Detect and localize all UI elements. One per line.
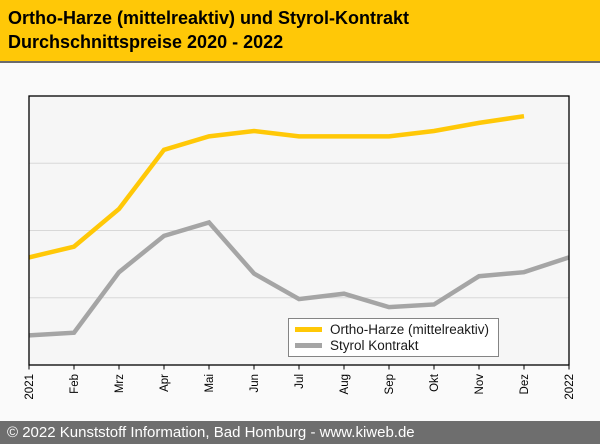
chart-header: Ortho-Harze (mittelreaktiv) und Styrol-K… — [0, 0, 600, 63]
x-tick-label: 2021 — [24, 374, 36, 400]
chart-title-line1: Ortho-Harze (mittelreaktiv) und Styrol-K… — [8, 8, 410, 28]
series-line-styrol-kontrakt — [28, 219, 570, 338]
chart-area: 2021 Feb Mrz Apr Mai Jun Jul Aug Sep Okt Nov Dez 202… — [0, 63, 600, 421]
price-chart: 2021 Feb Mrz Apr Mai Jun Jul Aug Sep Okt Nov Dez 202… — [24, 95, 576, 400]
x-tick-label: Feb — [69, 374, 81, 394]
chart-legend: Ortho-Harze (mittelreaktiv) Styrol Kontr… — [288, 318, 499, 357]
x-tick-label: 2022 — [564, 374, 576, 400]
legend-item-ortho-harze: Ortho-Harze (mittelreaktiv) — [295, 322, 492, 337]
x-tick-label: Jun — [249, 374, 261, 393]
x-tick-label: Sep — [384, 374, 396, 394]
x-tick-label: Nov — [474, 374, 486, 395]
x-tick-label: Aug — [339, 374, 351, 394]
legend-line-swatch-styrol-kontrakt — [295, 342, 322, 348]
footer-bar: © 2022 Kunststoff Information, Bad Hombu… — [0, 421, 600, 444]
legend-line-swatch-ortho-harze — [295, 327, 322, 333]
legend-label-styrol-kontrakt: Styrol Kontrakt — [330, 337, 419, 353]
legend-label-ortho-harze: Ortho-Harze (mittelreaktiv) — [330, 322, 490, 338]
chart-title-line2: Durchschnittspreise 2020 - 2022 — [8, 32, 284, 52]
x-tick-label: Mai — [204, 374, 216, 393]
copyright-text: © 2022 Kunststoff Information, Bad Hombu… — [7, 424, 415, 441]
x-tick-label: Dez — [519, 374, 531, 395]
x-tick-label: Apr — [159, 374, 171, 392]
series-line-ortho-harze-mittelreaktiv — [28, 113, 525, 260]
x-tick-label: Mrz — [114, 374, 126, 393]
x-tick-label: Okt — [429, 373, 441, 392]
legend-item-styrol-kontrakt: Styrol Kontrakt — [295, 338, 492, 353]
x-tick-label: Jul — [294, 374, 306, 389]
